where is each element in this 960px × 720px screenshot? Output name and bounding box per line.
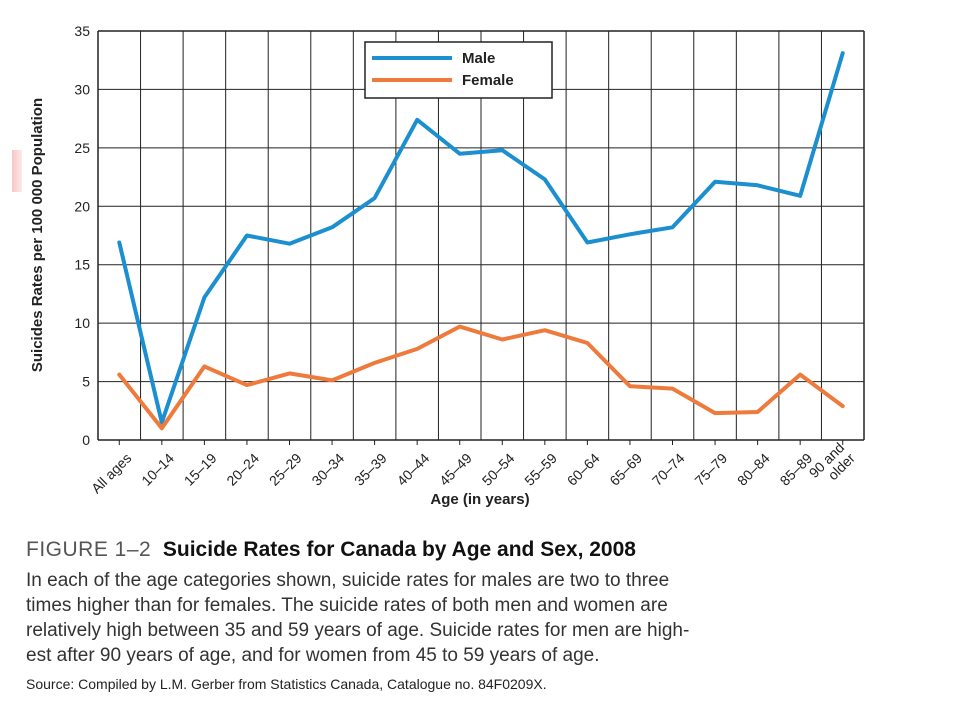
description-line: relatively high between 35 and 59 years … [26,620,690,641]
series-line-male [117,51,845,425]
x-tick-label: 25–29 [266,450,305,489]
series-line-female [117,324,845,431]
figure-heading: FIGURE 1–2 Suicide Rates for Canada by A… [26,536,926,564]
x-tick-label-line: 20–24 [223,450,262,489]
x-tick-label: 70–74 [649,450,688,489]
y-tick-label: 5 [82,374,90,390]
figure-title: Suicide Rates for Canada by Age and Sex,… [162,538,636,561]
x-tick-label-line: 55–59 [521,450,560,489]
x-tick-label: 80–84 [734,450,773,489]
y-tick-label: 0 [82,432,90,448]
x-tick-label: 60–64 [564,450,603,489]
y-axis-ticks: 0 5 10 15 20 25 30 35 [74,23,90,448]
y-tick-label: 30 [74,81,90,97]
x-tick-label-line: 15–19 [181,450,220,489]
x-tick-label-line: 60–64 [564,450,603,489]
x-tick-label: 10–14 [138,450,177,489]
x-tick-label: 30–34 [308,450,347,489]
line-chart: 0 5 10 15 20 25 30 35 All ages 10–14 15–19 20–24 25… [29,23,865,508]
description-line: times higher than for females. The suici… [26,595,668,616]
legend-box [364,41,553,99]
x-tick-label-line: 40–44 [394,450,433,489]
x-tick-label-line: 75–79 [691,450,730,489]
y-tick-label: 35 [74,23,90,39]
figure-source: Source: Compiled by L.M. Gerber from Sta… [26,676,547,692]
x-tick-label-line: 35–39 [351,450,390,489]
y-axis-title: Suicides Rates per 100 000 Population [29,98,46,372]
description-line: est after 90 years of age, and for women… [26,645,600,666]
figure-description: In each of the age categories shown, sui… [26,568,926,668]
left-accent-bar [12,150,22,192]
x-tick-label-line: 50–54 [479,450,518,489]
y-tick-label: 10 [74,315,90,331]
x-tick-label-line: 10–14 [138,450,177,489]
x-tick-label-line: 25–29 [266,450,305,489]
y-tick-label: 15 [74,257,90,273]
x-tick-label-line: 80–84 [734,450,773,489]
x-tick-label: 45–49 [436,450,475,489]
series-lines [117,51,845,431]
x-tick-label: 75–79 [691,450,730,489]
x-tick-label: 15–19 [181,450,220,489]
x-tick-label: 35–39 [351,450,390,489]
figure-number: FIGURE 1–2 [26,538,152,561]
x-tick-label: 40–44 [394,450,433,489]
x-tick-label-line: All ages [88,450,135,497]
legend: Male Female [364,41,553,99]
x-axis-ticks: All ages 10–14 15–19 20–24 25–29 30–34 35–39 40… [88,439,858,496]
legend-label-male: Male [462,50,495,67]
figure-caption: FIGURE 1–2 Suicide Rates for Canada by A… [26,536,926,692]
legend-label-female: Female [462,72,514,89]
x-tick-label-line: 65–69 [606,450,645,489]
x-tick-label-line: 30–34 [308,450,347,489]
x-tick-label: All ages [88,450,135,497]
x-tick-label: 50–54 [479,450,518,489]
x-tick-label-line: 45–49 [436,450,475,489]
x-tick-label: 55–59 [521,450,560,489]
x-tick-label: 20–24 [223,450,262,489]
x-tick-label-line: 70–74 [649,450,688,489]
description-line: In each of the age categories shown, sui… [26,570,670,591]
y-tick-label: 20 [74,198,90,214]
x-tick-label: 65–69 [606,450,645,489]
y-tick-label: 25 [74,140,90,156]
x-axis-title: Age (in years) [430,491,529,508]
